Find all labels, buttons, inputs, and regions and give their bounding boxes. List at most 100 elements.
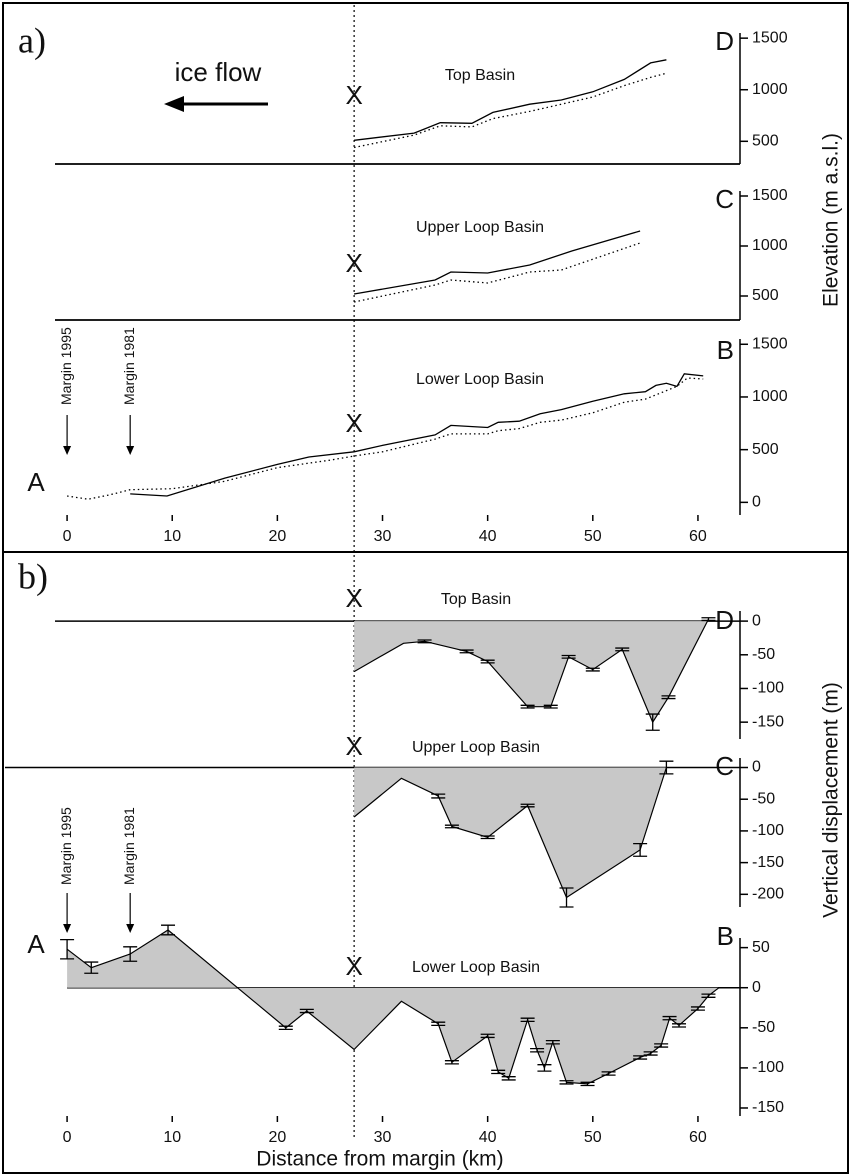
margin-label: Margin 1995: [58, 807, 74, 885]
y-tick-label: 0: [752, 494, 761, 511]
error-bar: [661, 695, 676, 700]
y-tick-label: -150: [752, 713, 784, 730]
y-tick-label: -150: [752, 854, 784, 871]
error-bar: [299, 1008, 314, 1014]
error-bar: [690, 1006, 705, 1011]
x-tick-label: 30: [374, 528, 392, 545]
marker-label: X: [345, 731, 362, 761]
x-tick-label: 0: [63, 1129, 72, 1146]
y-tick-label: 1500: [752, 335, 788, 352]
margin-label: Margin 1981: [121, 807, 137, 885]
chart-title: Lower Loop Basin: [416, 371, 544, 388]
y-axis-title: Vertical displacement (m): [820, 682, 843, 918]
displacement-line: [66, 929, 720, 1085]
y-tick-label: -100: [752, 1059, 784, 1076]
y-tick-label: 1000: [752, 81, 788, 98]
error-bar: [431, 793, 446, 799]
y-axis-title: Elevation (m a.s.l.): [820, 133, 843, 307]
x-tick-label: 20: [268, 528, 286, 545]
y-tick-label: 50: [752, 939, 770, 956]
x-tick-label: 50: [584, 528, 602, 545]
error-bar: [537, 1064, 552, 1072]
error-bar: [459, 649, 474, 654]
error-bar: [444, 824, 459, 829]
y-tick-label: 1500: [752, 187, 788, 204]
error-bar: [480, 659, 495, 664]
elevation-line: [354, 59, 667, 141]
error-bar: [480, 835, 495, 840]
error-bar: [662, 1015, 677, 1021]
error-bar: [561, 654, 576, 659]
chart-title: Lower Loop Basin: [412, 959, 540, 976]
chart-title: Top Basin: [441, 591, 511, 608]
x-axis-title: Distance from margin (km): [256, 1148, 503, 1171]
elevation-line: [353, 242, 641, 303]
y-tick-label: -50: [752, 646, 775, 663]
area-fill: [354, 619, 709, 723]
error-bar: [659, 760, 674, 775]
x-tick-label: 60: [689, 528, 707, 545]
y-tick-label: 0: [752, 979, 761, 996]
x-tick-label: 0: [63, 528, 72, 545]
error-bar: [501, 1076, 516, 1081]
error-bar: [480, 1033, 495, 1039]
marker-label: X: [345, 583, 362, 613]
margin-label: Margin 1995: [58, 327, 74, 405]
error-bar: [615, 647, 630, 652]
error-bar: [491, 1069, 506, 1075]
y-tick-label: 500: [752, 441, 779, 458]
error-bar: [643, 1051, 658, 1056]
elevation-line: [353, 230, 641, 295]
error-bar: [580, 1081, 595, 1087]
ice-flow-arrowhead: [164, 96, 184, 112]
error-bar: [520, 704, 535, 709]
y-tick-label: -150: [752, 1099, 784, 1116]
margin-arrowhead: [63, 446, 72, 455]
margin-arrowhead: [63, 924, 72, 933]
x-tick-label: 50: [584, 1129, 602, 1146]
error-bar: [543, 704, 558, 709]
x-tick-label: 40: [479, 528, 497, 545]
panel-label: b): [18, 556, 48, 596]
y-tick-label: -200: [752, 886, 784, 903]
error-bar: [520, 803, 535, 808]
y-tick-label: -50: [752, 790, 775, 807]
error-bar: [60, 938, 75, 960]
start-label: A: [27, 929, 45, 959]
y-tick-label: 500: [752, 287, 779, 304]
error-bar: [84, 961, 99, 974]
error-bar: [161, 924, 176, 936]
x-tick-label: 40: [479, 1129, 497, 1146]
elevation-line: [67, 377, 704, 500]
marker-label: X: [345, 951, 362, 981]
error-bar: [559, 1080, 574, 1085]
chart-title: Top Basin: [445, 67, 515, 84]
error-bar: [444, 1060, 459, 1065]
x-tick-label: 20: [268, 1129, 286, 1146]
error-bar: [645, 713, 660, 731]
error-bar: [672, 1023, 687, 1028]
error-bar: [123, 946, 138, 962]
marker-label: X: [345, 248, 362, 278]
chart-title: Upper Loop Basin: [416, 219, 544, 236]
error-bar: [559, 887, 574, 908]
error-bar: [585, 667, 600, 672]
y-tick-label: 0: [752, 759, 761, 776]
side-label: D: [715, 26, 734, 56]
margin-arrowhead: [126, 446, 135, 455]
error-bar: [701, 617, 716, 622]
y-tick-label: -100: [752, 680, 784, 697]
panel-label: a): [18, 20, 46, 60]
elevation-line: [130, 373, 704, 497]
area-fill: [354, 767, 667, 898]
y-tick-label: 500: [752, 133, 779, 150]
error-bar: [633, 1055, 648, 1060]
x-tick-label: 30: [374, 1129, 392, 1146]
side-label: B: [717, 335, 734, 365]
error-bar: [545, 1039, 560, 1045]
side-label: C: [715, 751, 734, 781]
error-bar: [417, 639, 432, 644]
area-fill: [67, 930, 720, 1084]
